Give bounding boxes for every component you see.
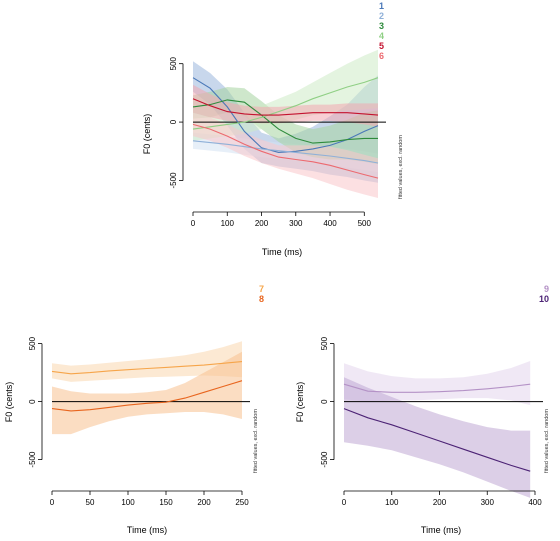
y-axis: 500 0 -500 xyxy=(28,336,43,468)
y-axis-label: F0 (cents) xyxy=(295,382,305,423)
series-line-4 xyxy=(192,77,379,130)
plot-area xyxy=(343,361,543,498)
y-axis: 500 0 -500 xyxy=(169,56,184,189)
x-tick-label: 400 xyxy=(528,498,542,507)
plot-area xyxy=(51,341,250,435)
legend-entry-1: 1 xyxy=(379,1,384,11)
x-tick-label: 200 xyxy=(433,498,447,507)
y-axis: 500 0 -500 xyxy=(320,336,335,468)
x-tick-label: 200 xyxy=(255,219,269,228)
x-axis: 0 100 200 300 400 500 xyxy=(191,211,372,228)
x-axis-label: Time (ms) xyxy=(127,525,167,535)
confidence-band-5 xyxy=(193,84,378,127)
x-tick-label: 500 xyxy=(358,219,372,228)
y-tick-label: -500 xyxy=(28,451,37,468)
x-tick-label: 100 xyxy=(121,498,135,507)
plot-area xyxy=(192,49,386,198)
fitted-values-note: fitted values, excl. random xyxy=(253,409,259,473)
x-tick-label: 100 xyxy=(385,498,399,507)
y-tick-label: 0 xyxy=(169,119,178,124)
series-line-5 xyxy=(192,98,379,116)
legend-entry-4: 4 xyxy=(379,31,384,41)
series-line-2 xyxy=(192,140,379,164)
legend-entry-3: 3 xyxy=(379,21,384,31)
confidence-band-10 xyxy=(344,377,531,498)
series-line-6 xyxy=(192,123,379,179)
x-axis: 0 50 100 150 200 250 xyxy=(50,490,249,507)
x-tick-label: 0 xyxy=(191,219,196,228)
legend: 78 xyxy=(259,284,264,304)
panel-3: Time (ms) F0 (cents) fitted values, excl… xyxy=(295,284,550,535)
x-tick-label: 200 xyxy=(197,498,211,507)
y-tick-label: 0 xyxy=(320,399,329,404)
y-axis-label: F0 (cents) xyxy=(142,114,152,155)
confidence-band-6 xyxy=(193,112,378,198)
y-tick-label: 500 xyxy=(28,336,37,350)
confidence-band-8 xyxy=(52,351,242,435)
fitted-values-note: fitted values, excl. random xyxy=(398,135,404,199)
y-axis-label: F0 (cents) xyxy=(4,382,14,423)
series-line-10 xyxy=(343,408,531,472)
y-tick-label: 0 xyxy=(28,399,37,404)
series-line-9 xyxy=(343,383,531,393)
series-line-7 xyxy=(51,361,243,375)
legend-entry-5: 5 xyxy=(379,41,384,51)
fitted-values-note: fitted values, excl. random xyxy=(544,409,550,473)
x-tick-label: 250 xyxy=(235,498,249,507)
x-tick-label: 150 xyxy=(159,498,173,507)
legend-entry-10: 10 xyxy=(539,294,549,304)
x-tick-label: 100 xyxy=(221,219,235,228)
y-tick-label: -500 xyxy=(169,172,178,189)
x-tick-label: 300 xyxy=(481,498,495,507)
y-tick-label: -500 xyxy=(320,451,329,468)
y-tick-label: 500 xyxy=(320,336,329,350)
legend: 910 xyxy=(539,284,549,304)
x-axis-label: Time (ms) xyxy=(262,247,302,257)
series-line-3 xyxy=(192,99,378,144)
x-axis: 0 100 200 300 400 xyxy=(342,490,542,507)
x-axis-label: Time (ms) xyxy=(421,525,461,535)
panel-1: Time (ms) F0 (cents) fitted values, excl… xyxy=(142,1,404,257)
y-tick-label: 500 xyxy=(169,56,178,70)
panel-2: Time (ms) F0 (cents) fitted values, excl… xyxy=(4,284,264,535)
legend-entry-6: 6 xyxy=(379,51,384,61)
series-line-8 xyxy=(51,380,243,412)
x-tick-label: 0 xyxy=(342,498,347,507)
x-tick-label: 400 xyxy=(323,219,337,228)
legend-entry-7: 7 xyxy=(259,284,264,294)
legend-entry-2: 2 xyxy=(379,11,384,21)
legend-entry-8: 8 xyxy=(259,294,264,304)
x-tick-label: 0 xyxy=(50,498,55,507)
x-tick-label: 50 xyxy=(86,498,95,507)
x-tick-label: 300 xyxy=(289,219,303,228)
legend-entry-9: 9 xyxy=(544,284,549,294)
confidence-band-9 xyxy=(344,361,531,406)
